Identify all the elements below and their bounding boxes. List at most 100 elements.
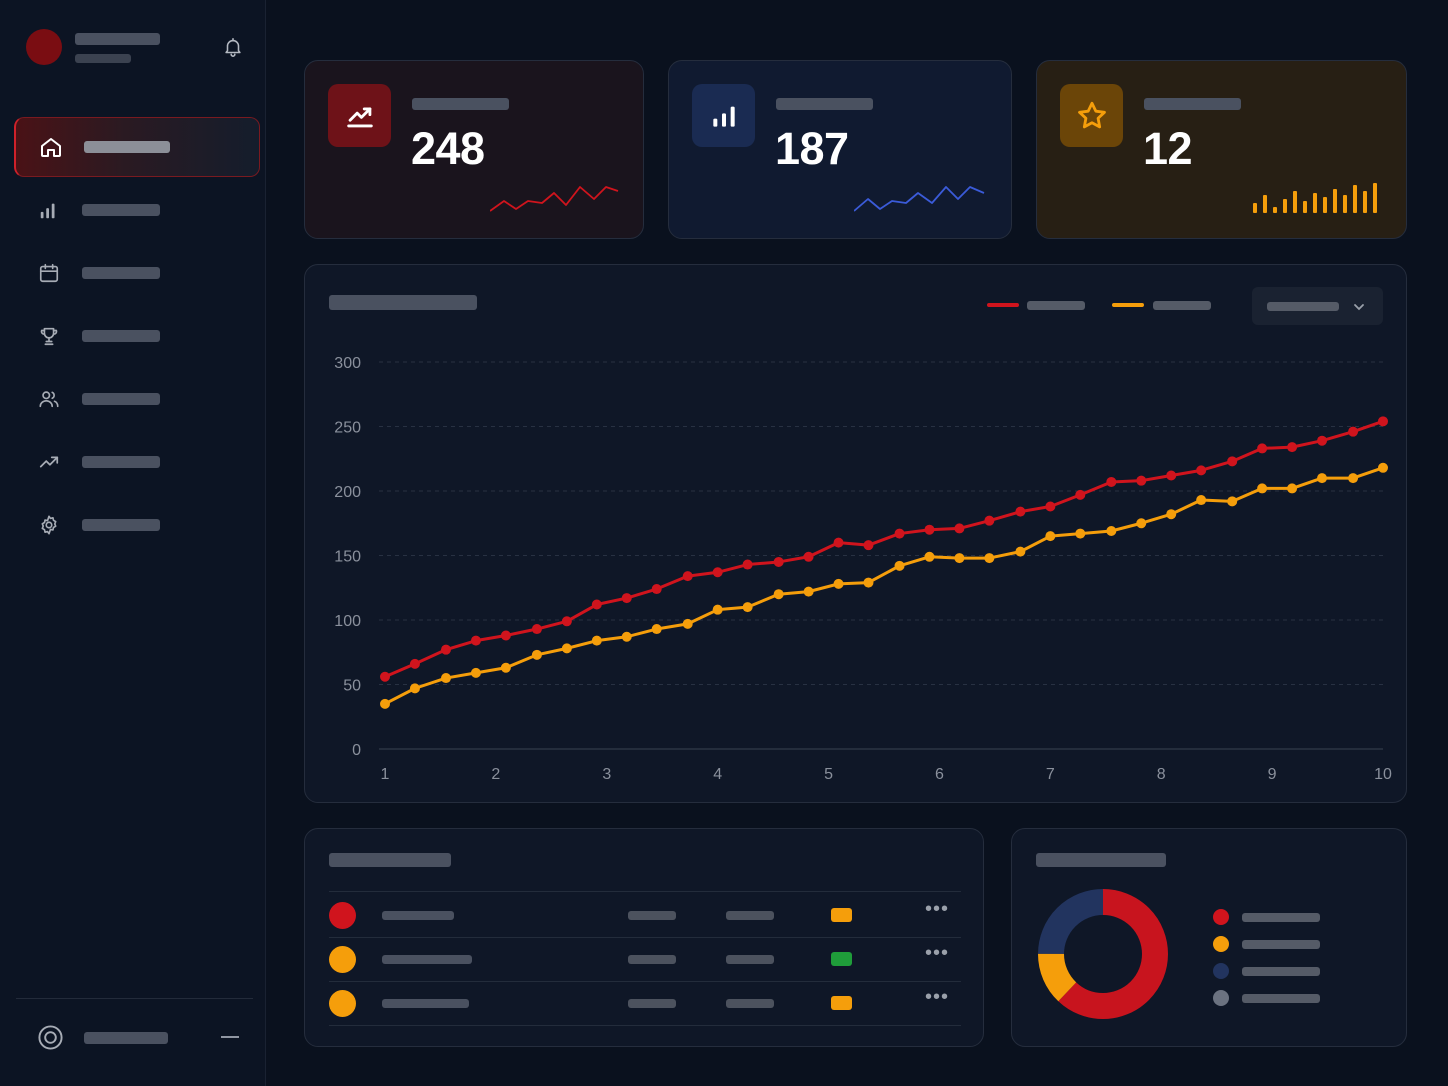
- data-point[interactable]: [1257, 483, 1268, 494]
- data-point[interactable]: [742, 559, 753, 570]
- data-point[interactable]: [1015, 506, 1026, 517]
- data-point[interactable]: [894, 560, 905, 571]
- data-point[interactable]: [470, 635, 481, 646]
- data-point[interactable]: [1378, 462, 1388, 473]
- data-point[interactable]: [954, 553, 965, 564]
- data-point[interactable]: [1045, 501, 1056, 512]
- donut-segment[interactable]: [1038, 889, 1168, 1019]
- data-point[interactable]: [1196, 495, 1207, 506]
- data-point[interactable]: [1106, 525, 1117, 536]
- table-row[interactable]: •••: [329, 894, 961, 938]
- data-point[interactable]: [1075, 528, 1086, 539]
- sidebar-item-achievements[interactable]: [14, 306, 260, 366]
- data-point[interactable]: [803, 586, 814, 597]
- stat-card-orange: 12: [1036, 60, 1407, 239]
- data-point[interactable]: [682, 618, 693, 629]
- data-point[interactable]: [863, 540, 874, 551]
- sidebar-item-home[interactable]: [14, 117, 260, 177]
- data-point[interactable]: [1257, 443, 1268, 454]
- donut-card: [1011, 828, 1407, 1047]
- sidebar-nav: [14, 117, 260, 558]
- data-point[interactable]: [712, 567, 723, 578]
- more-icon[interactable]: •••: [925, 898, 950, 920]
- data-point[interactable]: [1196, 465, 1207, 476]
- bar-sparkline: [1253, 183, 1377, 213]
- data-point[interactable]: [1317, 435, 1328, 446]
- data-point[interactable]: [863, 577, 874, 588]
- legend-label-placeholder: [1242, 967, 1320, 976]
- sidebar-item-trends[interactable]: [14, 432, 260, 492]
- data-point[interactable]: [409, 683, 420, 694]
- data-point[interactable]: [1287, 442, 1298, 453]
- data-point[interactable]: [440, 644, 451, 655]
- settings-icon: [36, 512, 62, 538]
- sidebar-item-settings[interactable]: [14, 495, 260, 555]
- data-point[interactable]: [773, 556, 784, 567]
- data-point[interactable]: [833, 537, 844, 548]
- donut-segment[interactable]: [1038, 889, 1168, 1019]
- data-point[interactable]: [773, 589, 784, 600]
- data-point[interactable]: [561, 643, 572, 654]
- more-icon[interactable]: •••: [925, 942, 950, 964]
- calendar-icon: [36, 260, 62, 286]
- data-point[interactable]: [531, 649, 542, 660]
- range-dropdown[interactable]: [1252, 287, 1383, 325]
- data-point[interactable]: [500, 630, 511, 641]
- data-point[interactable]: [591, 599, 602, 610]
- data-point[interactable]: [742, 602, 753, 613]
- data-point[interactable]: [561, 616, 572, 627]
- data-point[interactable]: [924, 551, 935, 562]
- data-point[interactable]: [1136, 475, 1147, 486]
- data-point[interactable]: [500, 662, 511, 673]
- data-point[interactable]: [1015, 546, 1026, 557]
- data-point[interactable]: [409, 658, 420, 669]
- data-point[interactable]: [1227, 496, 1238, 507]
- data-point[interactable]: [1317, 473, 1328, 484]
- data-point[interactable]: [1045, 531, 1056, 542]
- sidebar-item-users[interactable]: [14, 369, 260, 429]
- data-point[interactable]: [803, 551, 814, 562]
- data-point[interactable]: [651, 624, 662, 635]
- sidebar-item-calendar[interactable]: [14, 243, 260, 303]
- avatar[interactable]: [26, 29, 62, 65]
- chevron-down-icon: [1354, 304, 1364, 311]
- data-point[interactable]: [621, 631, 632, 642]
- target-icon[interactable]: [37, 1024, 64, 1051]
- data-point[interactable]: [1348, 473, 1359, 484]
- data-point[interactable]: [1166, 470, 1177, 481]
- data-point[interactable]: [1348, 426, 1359, 437]
- data-point[interactable]: [984, 553, 995, 564]
- data-point[interactable]: [380, 698, 390, 709]
- data-point[interactable]: [1378, 416, 1388, 427]
- data-point[interactable]: [1287, 483, 1298, 494]
- data-point[interactable]: [1227, 456, 1238, 467]
- data-point[interactable]: [1075, 489, 1086, 500]
- more-icon[interactable]: •••: [925, 986, 950, 1008]
- data-point[interactable]: [440, 673, 451, 684]
- table-row[interactable]: •••: [329, 982, 961, 1026]
- data-point[interactable]: [954, 523, 965, 534]
- data-point[interactable]: [682, 571, 693, 582]
- spark-bar: [1333, 189, 1337, 213]
- data-point[interactable]: [1106, 476, 1117, 487]
- data-point[interactable]: [621, 593, 632, 604]
- data-point[interactable]: [651, 584, 662, 595]
- data-point[interactable]: [924, 524, 935, 535]
- data-point[interactable]: [591, 635, 602, 646]
- data-point[interactable]: [470, 667, 481, 678]
- data-point[interactable]: [380, 671, 390, 682]
- data-point[interactable]: [531, 624, 542, 635]
- sidebar-item-label: [84, 141, 170, 153]
- table-row[interactable]: •••: [329, 938, 961, 982]
- legend-label-placeholder: [1242, 994, 1320, 1003]
- data-point[interactable]: [833, 578, 844, 589]
- collapse-icon[interactable]: [221, 1036, 239, 1038]
- bell-icon[interactable]: [222, 36, 244, 58]
- data-point[interactable]: [984, 515, 995, 526]
- data-point[interactable]: [1166, 509, 1177, 520]
- data-point[interactable]: [894, 528, 905, 539]
- legend-label-placeholder: [1242, 913, 1320, 922]
- data-point[interactable]: [712, 604, 723, 615]
- sidebar-item-analytics[interactable]: [14, 180, 260, 240]
- data-point[interactable]: [1136, 518, 1147, 529]
